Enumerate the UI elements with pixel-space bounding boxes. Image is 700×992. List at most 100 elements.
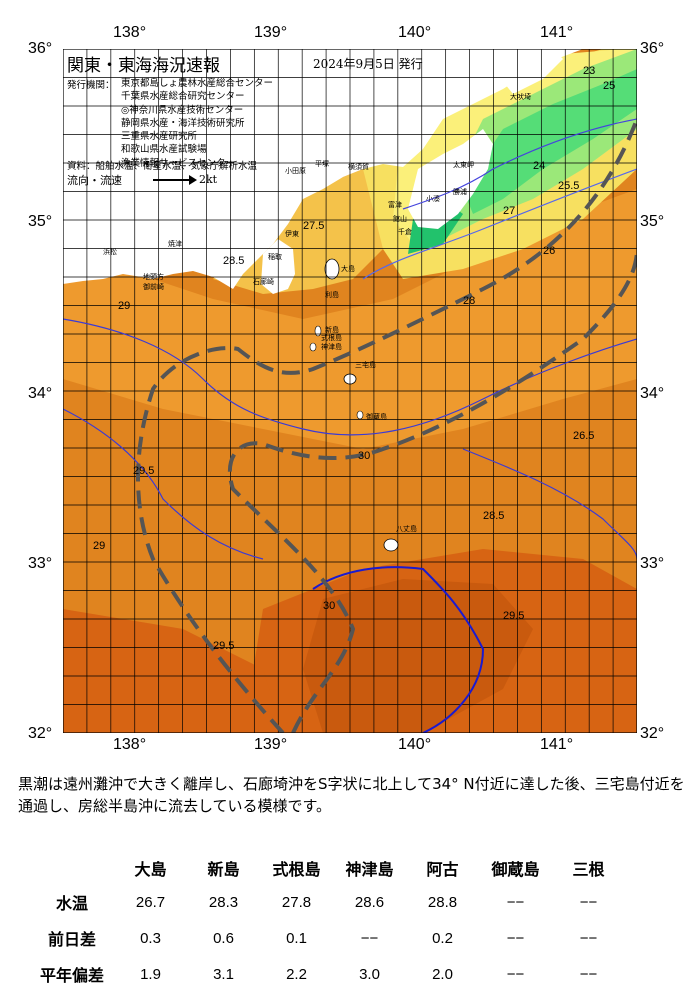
contour-label: 30 xyxy=(358,450,370,462)
place-label: 大吠埼 xyxy=(510,92,531,101)
place-label: 浜松 xyxy=(103,247,117,256)
place-label: 御前崎 xyxy=(143,282,164,291)
contour-label: 25.5 xyxy=(558,180,579,192)
place-label: 富津 xyxy=(388,200,402,209)
contour-29-east xyxy=(462,448,637,560)
place-label: 地頭方 xyxy=(143,272,164,281)
lon-label-139-bottom: 139° xyxy=(254,736,288,753)
column-header: 大島 xyxy=(134,860,167,879)
table-cell: −− xyxy=(360,929,379,947)
lat-label-35: 35° xyxy=(28,213,53,230)
contour-labels: 29 28.5 29.5 30 27.5 27 26 25.5 28 26.5 … xyxy=(93,65,615,652)
column-header: 御蔵島 xyxy=(491,860,540,879)
table-row: 水温 26.7 28.3 27.8 28.6 28.8 −− −− xyxy=(30,884,625,920)
place-label: 小湊 xyxy=(426,194,440,203)
sea-temperature-map: 138° 139° 140° 141° 138° 139° 140° 141° … xyxy=(28,24,665,753)
mikurajima-island xyxy=(356,410,364,420)
green-area xyxy=(463,69,637,214)
place-label: 太東岬 xyxy=(453,160,474,169)
place-label: 新島 xyxy=(325,325,339,334)
contour-label: 26 xyxy=(543,245,555,257)
place-label: 式根島 xyxy=(321,333,342,342)
table-row: 平年偏差 1.9 3.1 2.2 3.0 2.0 −− −− xyxy=(30,956,625,992)
lon-label-141-bottom: 141° xyxy=(540,736,574,753)
kozushima-island xyxy=(309,342,317,352)
table-cell: 28.3 xyxy=(208,893,239,911)
column-header: 神津島 xyxy=(345,860,394,879)
table-cell: 2.0 xyxy=(432,965,453,983)
lat-label-33-right: 33° xyxy=(640,555,665,572)
map-canvas: 29 28.5 29.5 30 27.5 27 26 25.5 28 26.5 … xyxy=(63,49,637,733)
table-cell: −− xyxy=(506,893,525,911)
place-label: 三宅島 xyxy=(355,360,376,369)
contour-label: 23 xyxy=(583,65,595,77)
lon-label-140-bottom: 140° xyxy=(398,736,432,753)
contour-label: 29.5 xyxy=(133,465,154,477)
lat-label-34: 34° xyxy=(28,385,53,402)
table-cell: 0.6 xyxy=(213,929,234,947)
lon-label-140: 140° xyxy=(398,24,432,41)
place-label: 横須賀 xyxy=(348,162,369,171)
place-label: 利島 xyxy=(325,290,339,299)
table-cell: 1.9 xyxy=(140,965,161,983)
place-label: 焼津 xyxy=(168,239,182,248)
place-label: 勝浦 xyxy=(453,187,467,196)
warm-patch-southwest xyxy=(63,609,283,733)
kuroshio-axis-north xyxy=(136,118,637,733)
land-boso-peninsula xyxy=(408,129,493,229)
lat-label-36: 36° xyxy=(28,40,53,57)
contour-label: 29 xyxy=(93,540,105,552)
contour-label: 29 xyxy=(118,300,130,312)
lon-label-138: 138° xyxy=(113,24,147,41)
table-header-row: 大島 新島 式根島 神津島 阿古 御蔵島 三根 xyxy=(30,852,625,884)
lon-label-138-bottom: 138° xyxy=(113,736,147,753)
contour-label: 29.5 xyxy=(503,610,524,622)
summary-text: 黒潮は遠州灘沖で大きく離岸し、石廊埼沖をS字状に北上して34° N付近に達した後… xyxy=(18,775,685,815)
graticule xyxy=(63,49,637,733)
place-labels: 大吠埼 太東岬 勝浦 館山 千倉 小湊 横須賀 平塚 小田原 伊東 石廊崎 焼津… xyxy=(103,92,531,533)
temperature-contours xyxy=(63,118,637,733)
contour-27-5 xyxy=(362,168,637,280)
place-label: 伊東 xyxy=(285,229,299,238)
place-label: 大島 xyxy=(341,264,355,273)
contour-label: 26.5 xyxy=(573,430,594,442)
table-cell: −− xyxy=(579,929,598,947)
place-label: 小田原 xyxy=(285,166,306,175)
lat-label-36-right: 36° xyxy=(640,40,665,57)
contour-label: 27 xyxy=(503,205,515,217)
lon-label-139: 139° xyxy=(254,24,288,41)
place-label: 八丈島 xyxy=(396,524,417,533)
place-label: 館山 xyxy=(393,214,407,223)
contour-label: 28 xyxy=(463,295,475,307)
column-header: 式根島 xyxy=(272,860,321,879)
kuroshio-axis xyxy=(136,118,637,733)
table-cell: 27.8 xyxy=(281,893,312,911)
contour-label: 30 xyxy=(323,600,335,612)
place-label: 稲取 xyxy=(268,252,282,261)
lon-label-141: 141° xyxy=(540,24,574,41)
table-cell: −− xyxy=(506,965,525,983)
row-header: 水温 xyxy=(55,894,88,913)
table-cell: −− xyxy=(579,893,598,911)
contour-25-5 xyxy=(402,118,637,210)
lat-label-32: 32° xyxy=(28,725,53,742)
stats-table: 大島 新島 式根島 神津島 阿古 御蔵島 三根 水温 26.7 28.3 27.… xyxy=(30,852,625,992)
table-cell: 3.1 xyxy=(213,965,234,983)
hot-core xyxy=(303,579,533,733)
row-header: 平年偏差 xyxy=(39,966,104,985)
contour-label: 27.5 xyxy=(303,220,324,232)
table-row: 前日差 0.3 0.6 0.1 −− 0.2 −− −− xyxy=(30,920,625,956)
table-cell: 0.1 xyxy=(286,929,307,947)
station-temperature-table: 大島 新島 式根島 神津島 阿古 御蔵島 三根 水温 26.7 28.3 27.… xyxy=(30,852,670,992)
table-cell: 26.7 xyxy=(135,893,166,911)
lat-label-35-right: 35° xyxy=(640,213,665,230)
contour-label: 29.5 xyxy=(213,640,234,652)
contour-28-5 xyxy=(63,318,637,436)
land-choshi xyxy=(493,49,563,94)
contour-label: 24 xyxy=(533,160,545,172)
column-header: 新島 xyxy=(207,860,240,879)
table-cell: −− xyxy=(579,965,598,983)
contour-label: 28.5 xyxy=(223,255,244,267)
oshima-island xyxy=(324,258,340,280)
lat-label-32-right: 32° xyxy=(640,725,665,742)
